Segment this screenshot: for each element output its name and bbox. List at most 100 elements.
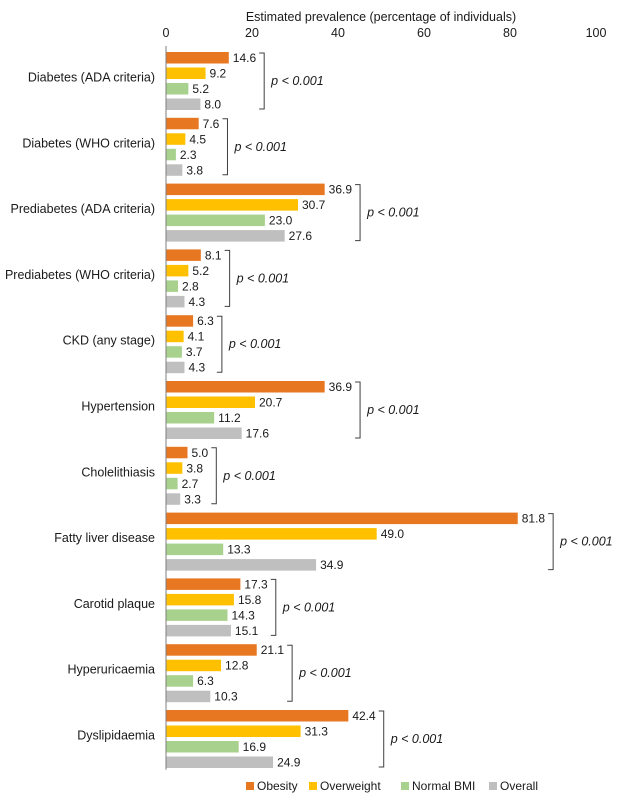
legend-swatch-overweight: [309, 782, 317, 790]
data-label: 4.5: [189, 132, 206, 146]
category-label: Carotid plaque: [74, 597, 155, 611]
data-label: 9.2: [210, 67, 227, 81]
bar-overall-fatty-liver-disease: [166, 559, 317, 571]
legend: Obesity Overweight Normal BMI Overall: [246, 779, 538, 793]
legend-label-overweight: Overweight: [320, 779, 381, 793]
data-label: 27.6: [289, 229, 313, 243]
bar-normal-bmi-diabetes-ada-criteria: [166, 83, 189, 95]
bar-obesity-hypertension: [166, 381, 325, 393]
bar-obesity-diabetes-ada-criteria: [166, 52, 229, 64]
bar-normal-bmi-prediabetes-who-criteria: [166, 280, 179, 292]
data-label: 34.9: [320, 558, 344, 572]
data-label: 3.8: [186, 163, 203, 177]
data-label: 81.8: [522, 512, 546, 526]
data-label: 3.7: [186, 345, 203, 359]
bar-normal-bmi-hyperuricaemia: [166, 675, 194, 687]
group-hyperuricaemia: Hyperuricaemia 21.1 12.8 6.310.3 p < 0.001: [67, 643, 351, 704]
group-hypertension: Hypertension 36.9 20.7 11.2 17.6 p < 0.001: [81, 380, 419, 441]
data-label: 11.2: [218, 411, 241, 425]
bar-overall-carotid-plaque: [166, 624, 231, 637]
data-label: 5.2: [192, 264, 209, 278]
data-label: 12.8: [225, 659, 249, 673]
bar-overweight-hypertension: [166, 396, 256, 408]
bar-overweight-dyslipidaemia: [166, 725, 301, 737]
data-label: 2.3: [180, 148, 197, 162]
p-value-annotation: p < 0.001: [366, 403, 419, 417]
group-prediabetes-who-criteria: Prediabetes (WHO criteria) 8.1 5.22.8 4.3 p …: [5, 248, 289, 309]
x-tick-label-40: 40: [331, 26, 345, 40]
bar-overweight-hyperuricaemia: [166, 659, 222, 672]
data-label: 17.6: [246, 427, 270, 441]
bar-normal-bmi-prediabetes-ada-criteria: [166, 214, 265, 227]
x-axis-title: Estimated prevalence (percentage of indi…: [246, 10, 516, 24]
data-label: 49.0: [381, 527, 405, 541]
p-value-annotation: p < 0.001: [222, 469, 275, 483]
legend-swatch-overall: [489, 782, 497, 790]
legend-label-normal-bmi: Normal BMI: [412, 779, 475, 793]
p-value-annotation: p < 0.001: [236, 271, 289, 285]
significance-bracket: [287, 644, 293, 702]
category-label: Cholelithiasis: [81, 465, 155, 479]
data-label: 36.9: [329, 380, 353, 394]
category-label: Fatty liver disease: [54, 531, 155, 545]
bar-overall-hypertension: [166, 427, 242, 439]
category-label: Hypertension: [81, 400, 155, 414]
data-label: 2.7: [182, 477, 199, 491]
p-value-annotation: p < 0.001: [228, 337, 281, 351]
significance-bracket: [355, 184, 361, 242]
bar-obesity-carotid-plaque: [166, 578, 241, 590]
group-cholelithiasis: Cholelithiasis 5.03.8 2.73.3 p < 0.001: [81, 446, 275, 507]
data-label: 14.3: [231, 608, 255, 622]
p-value-annotation: p < 0.001: [559, 535, 612, 549]
group-diabetes-ada-criteria: Diabetes (ADA criteria) 14.6 9.25.2 8.0 p < …: [28, 51, 324, 112]
bar-overall-hyperuricaemia: [166, 690, 211, 703]
bar-overweight-fatty-liver-disease: [166, 528, 377, 540]
bar-normal-bmi-dyslipidaemia: [166, 741, 239, 753]
category-label: Prediabetes (ADA criteria): [10, 202, 155, 216]
data-label: 36.9: [329, 183, 353, 197]
bar-overall-dyslipidaemia: [166, 756, 274, 768]
significance-bracket: [548, 513, 554, 571]
bar-overweight-prediabetes-ada-criteria: [166, 199, 299, 211]
data-label: 7.6: [203, 117, 220, 131]
group-fatty-liver-disease: Fatty liver disease 81.8 49.0 13.3 34.9 p < 0…: [54, 512, 612, 573]
bar-obesity-diabetes-who-criteria: [166, 117, 199, 130]
bar-overall-ckd-any-stage: [166, 361, 185, 374]
group-ckd-any-stage: CKD (any stage) 6.3 4.13.7 4.3 p < 0.001: [63, 314, 282, 375]
category-label: Diabetes (WHO criteria): [22, 136, 155, 150]
bar-overweight-cholelithiasis: [166, 462, 183, 474]
legend-swatch-obesity: [246, 782, 254, 790]
significance-bracket: [378, 710, 385, 768]
p-value-annotation: p < 0.001: [282, 600, 335, 614]
bar-overall-diabetes-who-criteria: [166, 164, 183, 176]
data-label: 3.8: [186, 461, 203, 475]
bar-normal-bmi-cholelithiasis: [166, 477, 178, 490]
data-label: 15.1: [235, 624, 259, 638]
data-label: 4.3: [188, 361, 205, 375]
data-label: 20.7: [259, 396, 283, 410]
data-label: 23.0: [269, 214, 293, 228]
bar-normal-bmi-diabetes-who-criteria: [166, 148, 176, 161]
group-diabetes-who-criteria: Diabetes (WHO criteria) 7.64.5 2.33.8 p < 0…: [22, 117, 287, 178]
data-label: 6.3: [197, 674, 214, 688]
group-prediabetes-ada-criteria: Prediabetes (ADA criteria) 36.930.7 23.027…: [10, 183, 419, 244]
data-label: 3.3: [184, 492, 201, 506]
bar-obesity-prediabetes-ada-criteria: [166, 183, 325, 196]
significance-bracket: [224, 249, 231, 307]
significance-bracket: [355, 381, 361, 439]
data-label: 30.7: [302, 198, 326, 212]
significance-bracket: [270, 578, 277, 636]
bar-obesity-fatty-liver-disease: [166, 512, 518, 525]
category-label: Diabetes (ADA criteria): [28, 71, 155, 85]
bar-normal-bmi-carotid-plaque: [166, 609, 228, 621]
bar-normal-bmi-fatty-liver-disease: [166, 543, 224, 556]
x-tick-label-60: 60: [417, 26, 431, 40]
bar-overweight-diabetes-who-criteria: [166, 133, 186, 145]
data-label: 24.9: [277, 756, 301, 770]
p-value-annotation: p < 0.001: [366, 206, 419, 220]
p-value-annotation: p < 0.001: [298, 666, 351, 680]
bar-overall-cholelithiasis: [166, 493, 181, 505]
x-tick-label-100: 100: [586, 26, 607, 40]
data-label: 42.4: [352, 709, 376, 723]
